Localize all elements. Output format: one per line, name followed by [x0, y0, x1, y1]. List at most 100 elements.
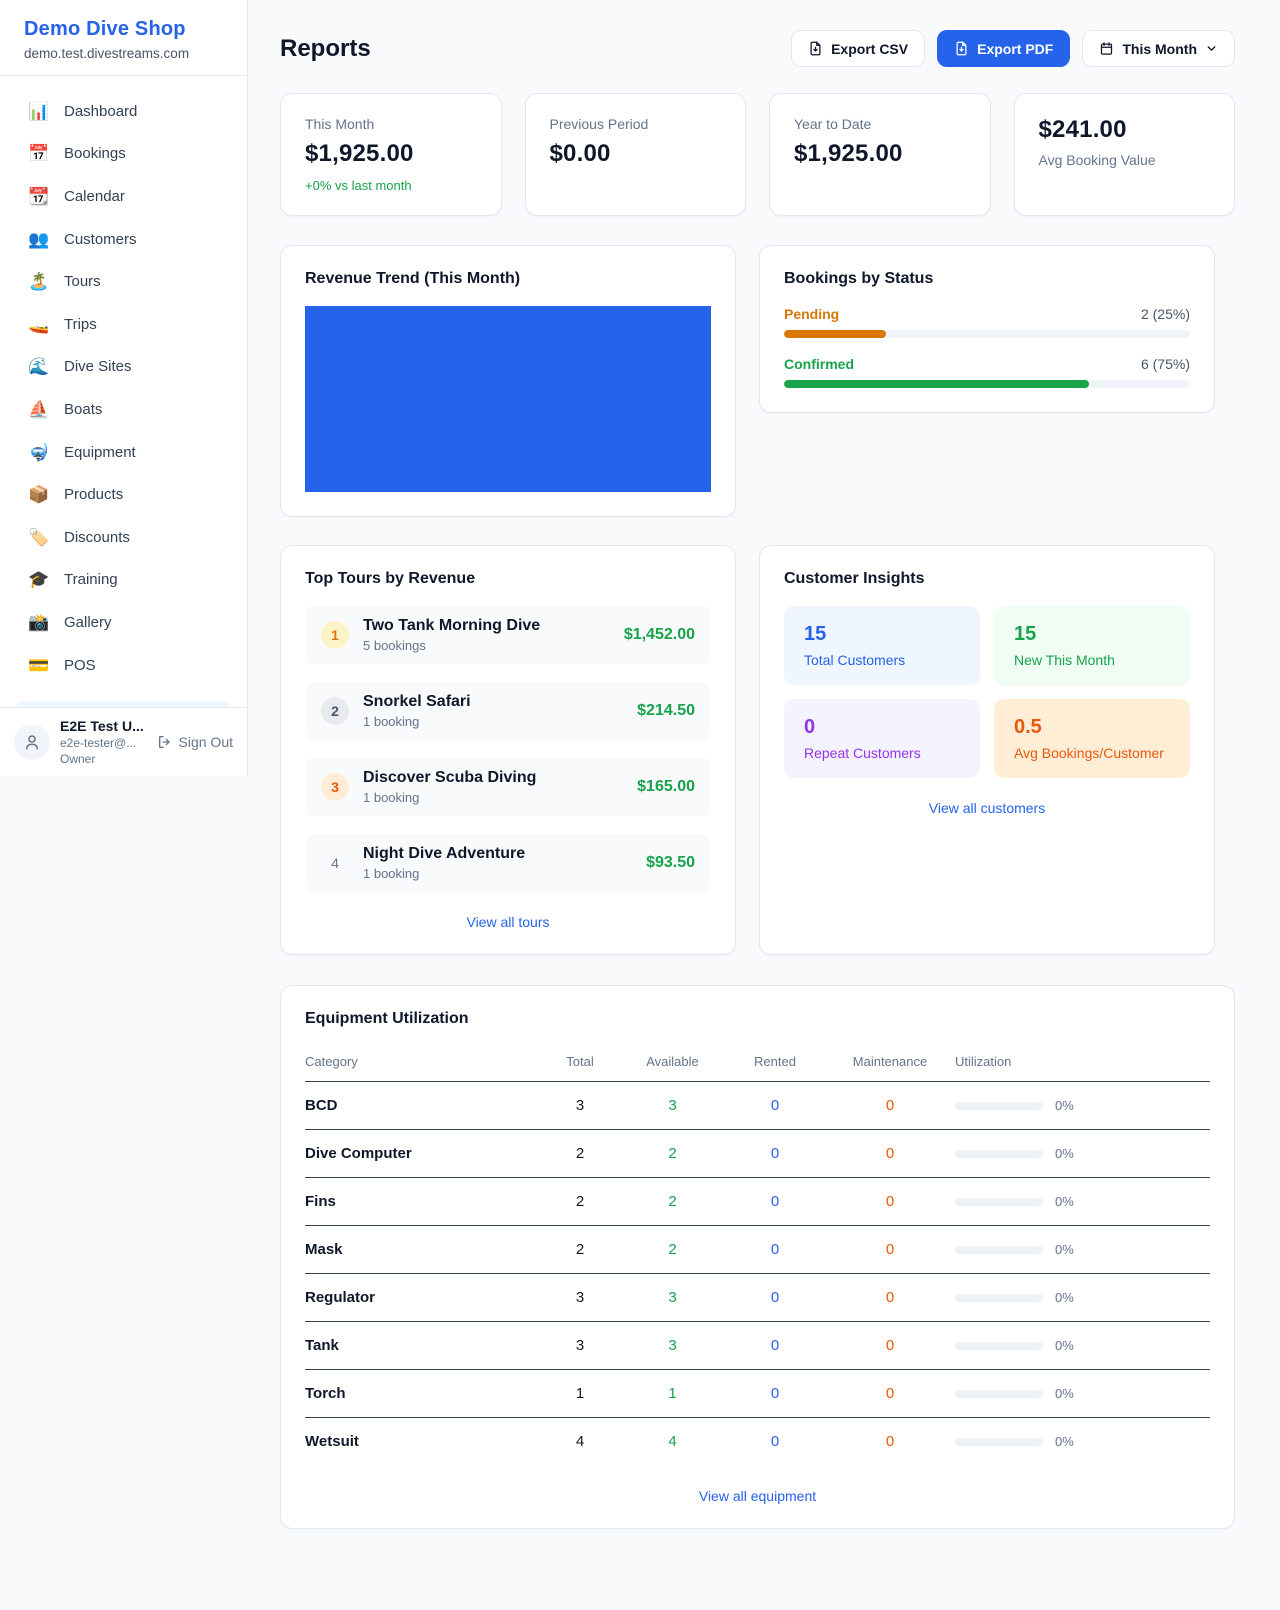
sidebar-item-customers[interactable]: 👥 Customers [16, 218, 231, 261]
total-cell: 3 [540, 1273, 620, 1322]
table-row: Dive Computer 2 2 0 0 0% [305, 1129, 1210, 1178]
tour-bookings: 1 booking [363, 866, 420, 881]
view-all-tours-link[interactable]: View all tours [466, 914, 550, 930]
category-cell: Fins [305, 1177, 540, 1226]
period-dropdown[interactable]: This Month [1082, 30, 1235, 67]
shop-name: Demo Dive Shop [24, 18, 186, 40]
bookings-by-status-title: Bookings by Status [784, 270, 934, 287]
sidebar-item-label: POS [64, 656, 96, 674]
col-maintenance: Maintenance [825, 1048, 955, 1082]
status-label: Pending [784, 306, 840, 322]
tour-item[interactable]: 3 Discover Scuba Diving 1 booking $165.00 [305, 758, 711, 816]
sidebar-item-pos[interactable]: 💳 POS [16, 644, 231, 687]
sidebar-item-label: Products [64, 486, 124, 504]
credit-card-icon: 💳 [28, 655, 50, 675]
progress-fill [784, 380, 1089, 388]
table-row: Fins 2 2 0 0 0% [305, 1177, 1210, 1226]
category-cell: Regulator [305, 1273, 540, 1322]
category-cell: BCD [305, 1081, 540, 1130]
sidebar-item-discounts[interactable]: 🏷️ Discounts [16, 516, 231, 559]
sidebar-item-label: Gallery [64, 613, 112, 631]
rented-cell: 0 [725, 1273, 825, 1322]
sidebar-item-calendar[interactable]: 📆 Calendar [16, 175, 231, 218]
header-actions: Export CSV Export PDF This Month [791, 30, 1235, 67]
tour-amount: $214.50 [637, 702, 695, 719]
sidebar-item-dive-sites[interactable]: 🌊 Dive Sites [16, 346, 231, 389]
total-cell: 3 [540, 1321, 620, 1370]
sidebar-item-dashboard[interactable]: 📊 Dashboard [16, 90, 231, 133]
page-header: Reports Export CSV Export PDF This Month [280, 30, 1235, 67]
category-cell: Wetsuit [305, 1433, 359, 1451]
camera-icon: 📸 [28, 612, 50, 632]
rented-cell: 0 [725, 1225, 825, 1274]
utilization-track [955, 1149, 1043, 1158]
tour-item[interactable]: 2 Snorkel Safari 1 booking $214.50 [305, 682, 711, 740]
tour-amount: $93.50 [646, 854, 695, 871]
tour-amount: $1,452.00 [623, 626, 695, 643]
maintenance-cell: 0 [825, 1177, 955, 1226]
stat-value: $1,925.00 [305, 140, 414, 167]
revenue-trend-card: Revenue Trend (This Month) [280, 245, 736, 517]
table-row: Tank 3 3 0 0 0% [305, 1321, 1210, 1370]
sidebar-item-label: Trips [64, 315, 97, 333]
charts-row: Revenue Trend (This Month) Bookings by S… [280, 245, 1235, 517]
sidebar-item-bookings[interactable]: 📅 Bookings [16, 133, 231, 176]
available-cell: 2 [620, 1177, 725, 1226]
tour-item[interactable]: 1 Two Tank Morning Dive 5 bookings $1,452… [305, 606, 711, 664]
table-row: Regulator 3 3 0 0 0% [305, 1273, 1210, 1322]
view-all-equipment-link[interactable]: View all equipment [698, 1487, 817, 1504]
status-count: 2 (25%) [1140, 306, 1190, 322]
sidebar-item-gallery[interactable]: 📸 Gallery [16, 601, 231, 644]
user-email: e2e-tester@... [60, 736, 137, 750]
stat-label: Previous Period [549, 116, 649, 132]
insight-repeat-customers: 0 Repeat Customers [784, 699, 980, 778]
avatar [14, 724, 50, 760]
maintenance-cell: 0 [825, 1369, 955, 1418]
available-cell: 3 [620, 1321, 725, 1370]
tour-item[interactable]: 4 Night Dive Adventure 1 booking $93.50 [305, 834, 711, 892]
sidebar-item-tours[interactable]: 🏝️ Tours [16, 260, 231, 303]
utilization-track [955, 1101, 1043, 1110]
sidebar-item-equipment[interactable]: 🤿 Equipment [16, 431, 231, 474]
export-csv-button[interactable]: Export CSV [791, 30, 926, 67]
brand: Demo Dive Shop demo.test.divestreams.com [0, 0, 247, 76]
sidebar-item-label: Boats [64, 400, 103, 418]
sign-out-button[interactable]: Sign Out [157, 734, 233, 750]
tour-bookings: 1 booking [363, 714, 420, 729]
sign-out-icon [158, 736, 170, 748]
file-download-icon [810, 41, 821, 56]
total-cell: 4 [575, 1433, 585, 1451]
stat-card-year-to-date: Year to Date $1,925.00 [769, 93, 991, 216]
stat-label: Year to Date [794, 116, 872, 132]
col-utilization: Utilization [955, 1048, 1210, 1082]
dashboard-icon: 📊 [28, 101, 50, 121]
sidebar-item-trips[interactable]: 🚤 Trips [16, 303, 231, 346]
tour-name: Two Tank Morning Dive [363, 617, 541, 634]
export-pdf-button[interactable]: Export PDF [937, 30, 1071, 67]
sidebar-item-reports-clipped[interactable] [16, 701, 231, 707]
diving-mask-icon: 🤿 [28, 442, 50, 462]
available-cell: 3 [620, 1273, 725, 1322]
maintenance-cell: 0 [825, 1081, 955, 1130]
available-cell: 2 [620, 1225, 725, 1274]
view-all-customers-link[interactable]: View all customers [928, 800, 1046, 816]
utilization-track [955, 1389, 1043, 1398]
utilization-track [955, 1293, 1043, 1302]
col-available: Available [620, 1048, 725, 1082]
status-row-pending: Pending 2 (25%) [784, 306, 1190, 338]
customers-icon: 👥 [28, 229, 50, 249]
utilization-percent: 0% [1055, 1290, 1074, 1305]
total-cell: 2 [540, 1225, 620, 1274]
insight-value: 0.5 [1014, 716, 1042, 738]
sidebar-item-boats[interactable]: ⛵ Boats [16, 388, 231, 431]
insight-grid: 15 Total Customers 15 New This Month 0 R… [784, 606, 1190, 778]
rank-badge: 2 [321, 697, 349, 725]
export-pdf-label: Export PDF [977, 40, 1054, 57]
stats-row: This Month $1,925.00 +0% vs last month P… [280, 93, 1235, 216]
table-row: Mask 2 2 0 0 0% [305, 1225, 1210, 1274]
sidebar-item-label: Equipment [64, 443, 136, 461]
maintenance-cell: 0 [825, 1321, 955, 1370]
utilization-cell: 0% [955, 1225, 1210, 1274]
sidebar-item-training[interactable]: 🎓 Training [16, 559, 231, 602]
sidebar-item-products[interactable]: 📦 Products [16, 473, 231, 516]
